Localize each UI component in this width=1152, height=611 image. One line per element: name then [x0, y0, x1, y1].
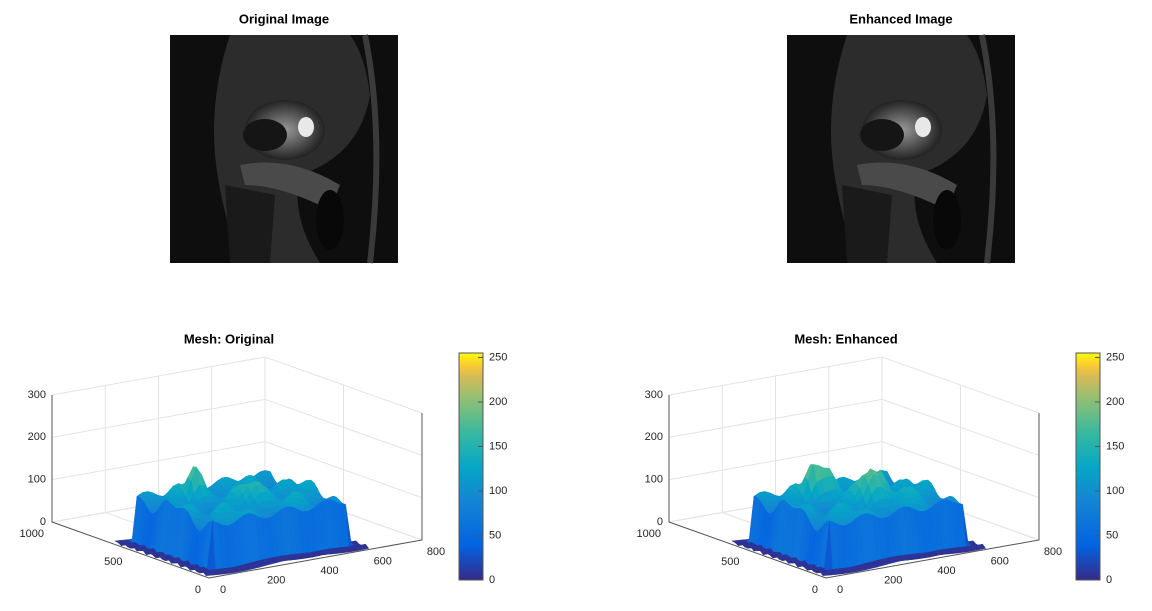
chart-title: Enhanced Image: [849, 11, 952, 26]
y-tick-label: 500: [721, 556, 739, 568]
surface-patch: [205, 574, 215, 576]
x-tick-label: 800: [427, 546, 445, 558]
chart-title: Mesh: Original: [184, 331, 274, 346]
z-tick-label: 0: [40, 516, 46, 528]
z-tick-label: 300: [645, 389, 663, 401]
colorbar-tick-label: 100: [489, 485, 507, 497]
colorbar-tick-label: 200: [1106, 396, 1124, 408]
axis-line: [51, 395, 423, 579]
image: [170, 35, 398, 263]
x-tick-label: 600: [374, 555, 392, 567]
colorbar-tick-label: 100: [1106, 485, 1124, 497]
z-tick-label: 300: [28, 389, 46, 401]
colorbar: [1075, 352, 1101, 581]
x-tick-label: 0: [220, 584, 226, 596]
surface: [731, 464, 987, 576]
y-tick-label: 1000: [637, 528, 661, 540]
surface-patch: [822, 574, 832, 576]
x-tick-label: 400: [320, 565, 338, 577]
colorbar-tick-label: 150: [489, 440, 507, 452]
chart-title: Original Image: [239, 11, 329, 26]
x-tick-label: 0: [837, 584, 843, 596]
y-tick-label: 0: [812, 584, 818, 596]
y-tick-label: 0: [195, 584, 201, 596]
z-tick-label: 100: [645, 474, 663, 486]
colorbar: [458, 352, 484, 581]
z-tick-label: 200: [28, 431, 46, 443]
axis-line: [668, 395, 1040, 579]
z-tick-label: 100: [28, 474, 46, 486]
x-tick-label: 800: [1044, 546, 1062, 558]
colorbar-tick-label: 0: [489, 574, 495, 586]
colorbar-tick-label: 250: [1106, 351, 1124, 363]
colorbar-tick-label: 0: [1106, 574, 1112, 586]
y-tick-label: 1000: [20, 528, 44, 540]
z-tick-label: 0: [657, 516, 663, 528]
surface: [114, 466, 370, 576]
z-tick-label: 200: [645, 431, 663, 443]
colorbar-tick-label: 150: [1106, 440, 1124, 452]
x-tick-label: 200: [267, 574, 285, 586]
x-tick-label: 200: [884, 574, 902, 586]
colorbar-tick-label: 250: [489, 351, 507, 363]
colorbar-tick-label: 50: [1106, 529, 1118, 541]
x-tick-label: 400: [937, 565, 955, 577]
chart-title: Mesh: Enhanced: [794, 331, 897, 346]
y-tick-label: 500: [104, 556, 122, 568]
colorbar-tick-label: 50: [489, 529, 501, 541]
colorbar-tick-label: 200: [489, 396, 507, 408]
x-tick-label: 600: [991, 555, 1009, 567]
image: [787, 35, 1015, 263]
